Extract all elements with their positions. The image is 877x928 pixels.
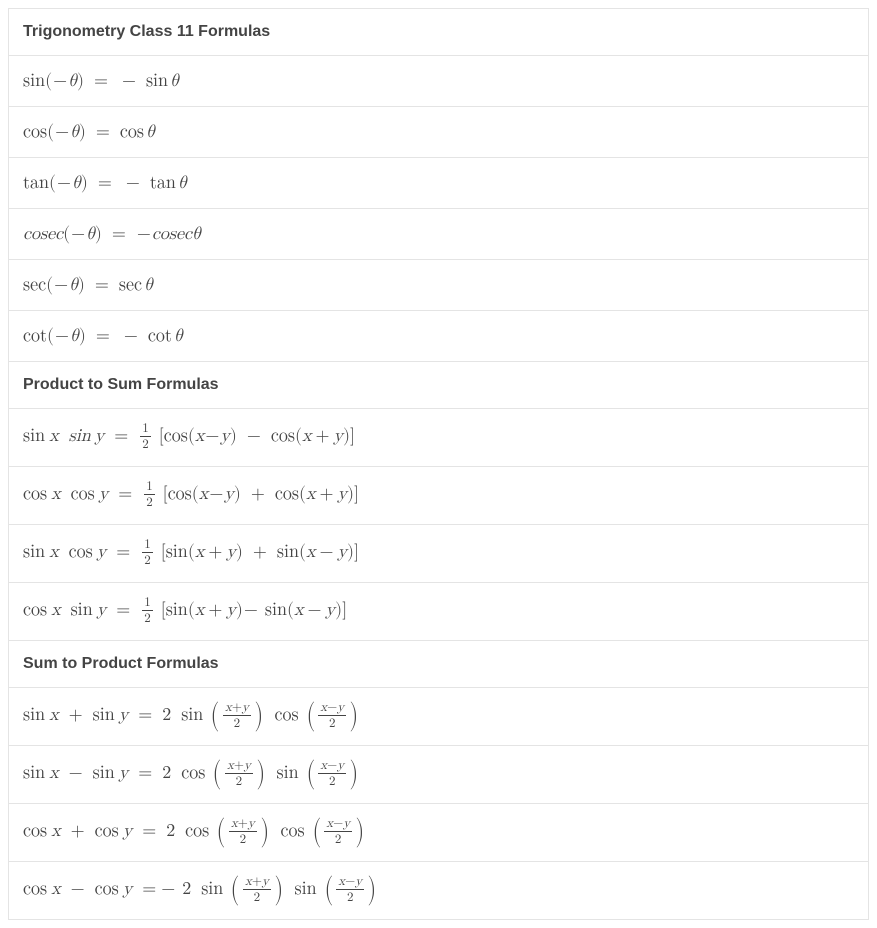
formula-row: sinx siny = 12 [cos(x−y) − cos(x+y)] [9,409,869,467]
formula-cot-neg: cot(−θ) = − cotθ [23,327,183,345]
formula-sin-minus-sin: sinx − siny = 2 cos (x+y2) sin (x−y2) [23,764,360,782]
formula-row: tan(−θ) = − tanθ [9,158,869,209]
section-heading-s2p: Sum to Product Formulas [9,641,869,688]
formula-cos-plus-cos: cosx + cosy = 2 cos (x+y2) cos (x−y2) [23,822,366,840]
formula-row: cosx cosy = 12 [cos(x−y) + cos(x+y)] [9,467,869,525]
formula-table: Trigonometry Class 11 Formulas sin(−θ) =… [8,8,869,920]
formula-cosec-neg: cosec(−θ) = −cosecθ [23,225,201,243]
section-heading-trig: Trigonometry Class 11 Formulas [9,9,869,56]
formula-sinsin: sinx siny = 12 [cos(x−y) − cos(x+y)] [23,427,355,445]
formula-tan-neg: tan(−θ) = − tanθ [23,174,187,192]
formula-row: cot(−θ) = − cotθ [9,311,869,362]
formula-sin-neg: sin(−θ) = − sinθ [23,72,179,90]
formula-cos-minus-cos: cosx − cosy =− 2 sin (x+y2) sin (x−y2) [23,880,378,898]
formula-cos-neg: cos(−θ) = cosθ [23,123,155,141]
formula-row: cosx − cosy =− 2 sin (x+y2) sin (x−y2) [9,862,869,920]
formula-row: sin(−θ) = − sinθ [9,56,869,107]
formula-cossin: cosx siny = 12 [sin(x+y)− sin(x−y)] [23,601,347,619]
formula-row: sinx cosy = 12 [sin(x+y) + sin(x−y)] [9,525,869,583]
formula-row: cosec(−θ) = −cosecθ [9,209,869,260]
formula-sec-neg: sec(−θ) = secθ [23,276,153,294]
formula-row: cosx siny = 12 [sin(x+y)− sin(x−y)] [9,583,869,641]
section-heading-p2s: Product to Sum Formulas [9,362,869,409]
formula-row: cosx + cosy = 2 cos (x+y2) cos (x−y2) [9,804,869,862]
formula-row: sec(−θ) = secθ [9,260,869,311]
formula-sincos: sinx cosy = 12 [sin(x+y) + sin(x−y)] [23,543,359,561]
formula-row: sinx + siny = 2 sin (x+y2) cos (x−y2) [9,688,869,746]
formula-coscos: cosx cosy = 12 [cos(x−y) + cos(x+y)] [23,485,359,503]
formula-sin-plus-sin: sinx + siny = 2 sin (x+y2) cos (x−y2) [23,706,360,724]
formula-row: sinx − siny = 2 cos (x+y2) sin (x−y2) [9,746,869,804]
formula-row: cos(−θ) = cosθ [9,107,869,158]
